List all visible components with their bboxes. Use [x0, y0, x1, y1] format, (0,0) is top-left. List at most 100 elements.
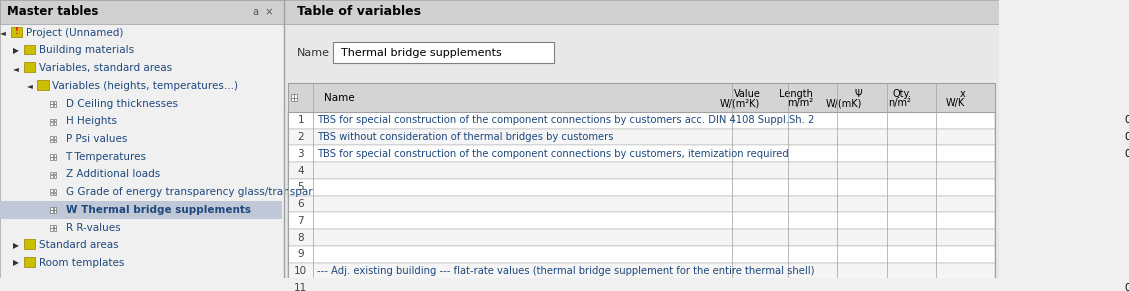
- Bar: [24, 257, 35, 267]
- Text: 0.10: 0.10: [1124, 283, 1129, 291]
- Text: TBS without consideration of thermal bridges by customers: TBS without consideration of thermal bri…: [317, 132, 614, 142]
- Bar: [51, 101, 53, 104]
- Bar: [288, 229, 995, 246]
- Bar: [53, 122, 56, 125]
- Text: a) for normal case: a) for normal case: [317, 283, 409, 291]
- Text: Thermal bridge supplements: Thermal bridge supplements: [341, 48, 502, 58]
- Text: n/m²: n/m²: [889, 98, 911, 108]
- Text: Master tables: Master tables: [7, 6, 98, 18]
- Bar: [288, 129, 995, 146]
- Bar: [288, 179, 995, 196]
- Text: Standard areas: Standard areas: [38, 240, 119, 250]
- Bar: [24, 63, 35, 72]
- Bar: [53, 140, 56, 142]
- Bar: [53, 101, 56, 104]
- Text: 0.01: 0.01: [1124, 149, 1129, 159]
- Bar: [51, 189, 53, 192]
- Bar: [333, 42, 554, 63]
- Text: ◄: ◄: [0, 28, 6, 37]
- Bar: [51, 228, 53, 231]
- Bar: [53, 136, 56, 139]
- Text: 8: 8: [297, 233, 304, 243]
- Text: ▶: ▶: [14, 258, 19, 267]
- Bar: [283, 0, 999, 24]
- Text: ◄: ◄: [14, 64, 19, 73]
- Bar: [288, 246, 995, 263]
- Bar: [0, 0, 283, 24]
- Bar: [288, 212, 995, 229]
- Bar: [53, 225, 56, 228]
- Text: 0.05: 0.05: [1124, 115, 1129, 125]
- Text: Variables (heights, temperatures...): Variables (heights, temperatures...): [52, 81, 238, 91]
- Bar: [288, 279, 995, 291]
- Text: G Grade of energy transparency glass/transpar: G Grade of energy transparency glass/tra…: [65, 187, 312, 197]
- Text: Room templates: Room templates: [38, 258, 124, 268]
- Text: 5: 5: [297, 182, 304, 192]
- Text: !: !: [15, 27, 18, 36]
- Bar: [53, 119, 56, 121]
- Bar: [53, 175, 56, 178]
- Text: H Heights: H Heights: [65, 116, 116, 126]
- Bar: [288, 196, 995, 212]
- Bar: [288, 83, 995, 291]
- Text: T Temperatures: T Temperatures: [65, 152, 147, 162]
- Text: Z Additional loads: Z Additional loads: [65, 169, 160, 180]
- Text: 10: 10: [294, 266, 307, 276]
- Text: 4: 4: [297, 166, 304, 175]
- Bar: [51, 154, 53, 157]
- Text: a  ×: a ×: [253, 7, 273, 17]
- Text: W/(m²K): W/(m²K): [720, 98, 761, 108]
- Bar: [288, 162, 995, 179]
- Bar: [288, 83, 995, 112]
- Text: x: x: [960, 89, 965, 99]
- Bar: [51, 225, 53, 228]
- Bar: [51, 104, 53, 107]
- Bar: [51, 207, 53, 210]
- Text: ▶: ▶: [14, 46, 19, 55]
- Text: Name: Name: [297, 48, 330, 58]
- Bar: [288, 112, 995, 129]
- Bar: [24, 239, 35, 249]
- Bar: [53, 189, 56, 192]
- Text: D Ceiling thicknesses: D Ceiling thicknesses: [65, 99, 177, 109]
- Bar: [53, 154, 56, 157]
- Text: m/m²: m/m²: [787, 98, 813, 108]
- Text: Length: Length: [779, 89, 813, 99]
- Bar: [51, 122, 53, 125]
- Text: 11: 11: [294, 283, 307, 291]
- Bar: [53, 207, 56, 210]
- Bar: [51, 193, 53, 196]
- Text: 6: 6: [297, 199, 304, 209]
- Bar: [291, 95, 294, 97]
- Bar: [0, 0, 283, 278]
- Bar: [51, 119, 53, 121]
- Text: ◄: ◄: [27, 81, 33, 91]
- Text: TBS for special construction of the component connections by customers, itemizat: TBS for special construction of the comp…: [317, 149, 789, 159]
- Text: 0.10: 0.10: [1124, 132, 1129, 142]
- Bar: [51, 172, 53, 174]
- Text: W Thermal bridge supplements: W Thermal bridge supplements: [65, 205, 251, 215]
- Text: Building materials: Building materials: [38, 45, 134, 56]
- Text: R R-values: R R-values: [65, 223, 120, 233]
- Text: --- Adj. existing building --- flat-rate values (thermal bridge supplement for t: --- Adj. existing building --- flat-rate…: [317, 266, 815, 276]
- Bar: [51, 140, 53, 142]
- Text: Project (Unnamed): Project (Unnamed): [26, 28, 123, 38]
- Text: Name: Name: [324, 93, 355, 103]
- Bar: [283, 0, 999, 278]
- Text: Table of variables: Table of variables: [297, 6, 421, 18]
- Bar: [288, 146, 995, 162]
- Bar: [53, 104, 56, 107]
- Bar: [51, 175, 53, 178]
- Text: W/K: W/K: [946, 98, 965, 108]
- Bar: [51, 210, 53, 213]
- Bar: [53, 172, 56, 174]
- Text: Qty.: Qty.: [892, 89, 911, 99]
- Text: Variables, standard areas: Variables, standard areas: [38, 63, 172, 73]
- Text: 7: 7: [297, 216, 304, 226]
- Bar: [24, 45, 35, 54]
- Bar: [295, 95, 297, 97]
- Bar: [53, 157, 56, 160]
- Bar: [51, 157, 53, 160]
- Text: 9: 9: [297, 249, 304, 259]
- Bar: [288, 263, 995, 279]
